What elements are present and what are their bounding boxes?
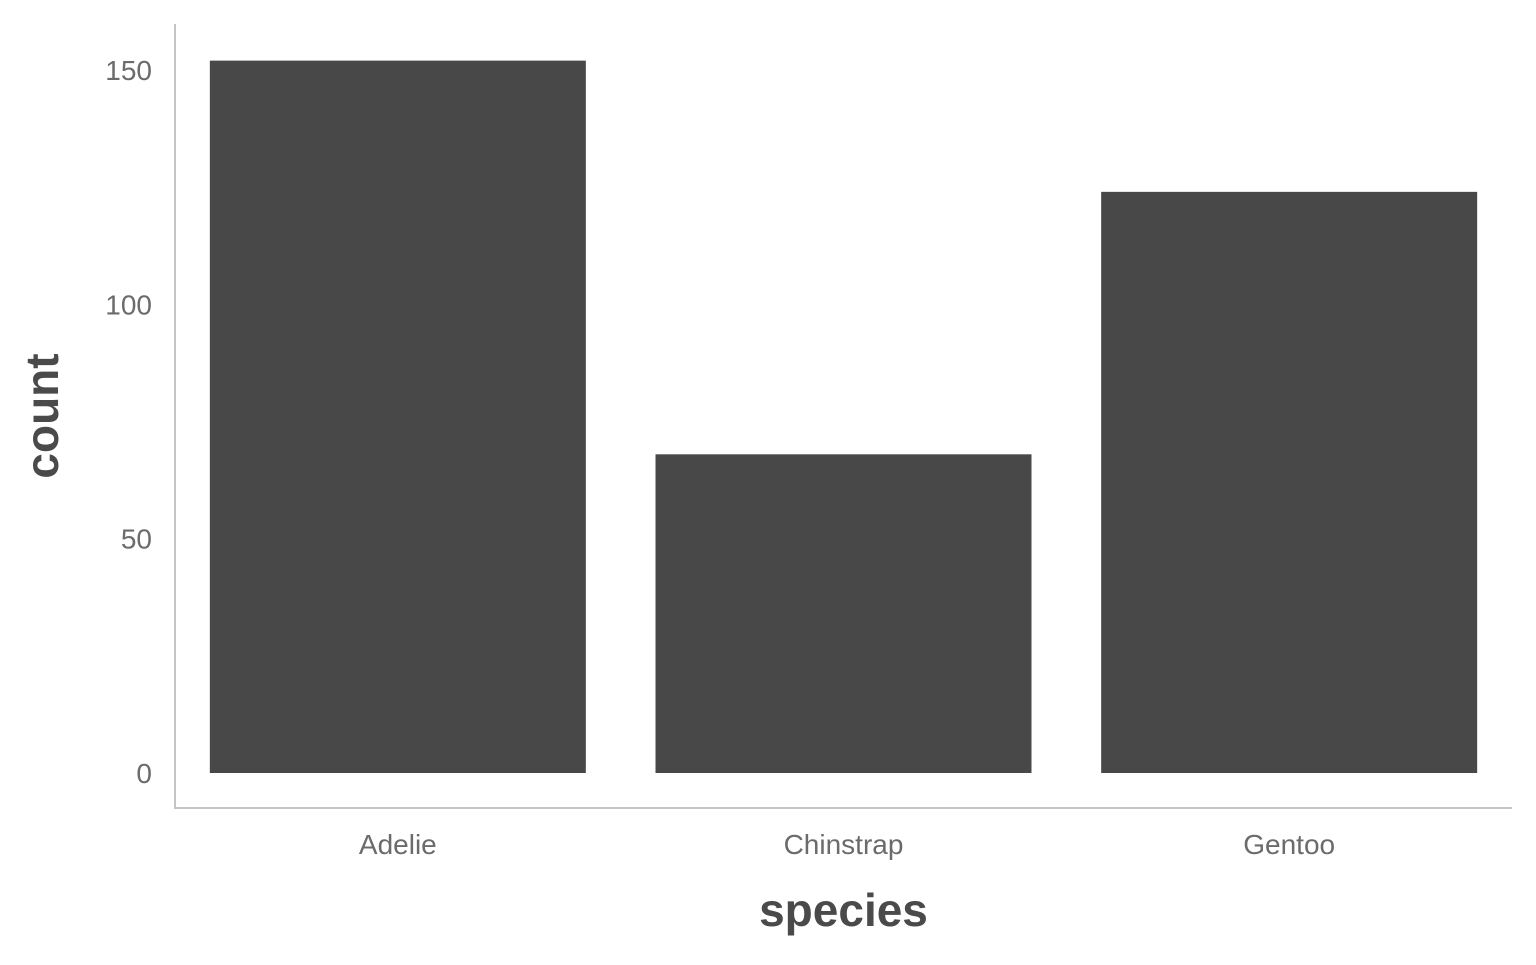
y-tick-label-100: 100 <box>105 289 152 320</box>
x-tick-label-adelie: Adelie <box>359 829 437 860</box>
y-tick-label-150: 150 <box>105 55 152 86</box>
y-axis-title: count <box>16 353 68 478</box>
x-axis-title: species <box>759 884 928 936</box>
x-axis-ticks: Adelie Chinstrap Gentoo <box>359 829 1335 860</box>
y-tick-label-0: 0 <box>136 758 152 789</box>
bar-chinstrap <box>655 454 1032 773</box>
axis-lines <box>174 24 1512 809</box>
x-tick-label-chinstrap: Chinstrap <box>784 829 904 860</box>
y-tick-label-50: 50 <box>121 524 152 555</box>
bars-layer <box>209 60 1478 774</box>
bar-gentoo <box>1101 191 1478 773</box>
bar-adelie <box>209 60 586 774</box>
y-axis-ticks: 0 50 100 150 <box>105 55 152 789</box>
x-tick-label-gentoo: Gentoo <box>1243 829 1335 860</box>
